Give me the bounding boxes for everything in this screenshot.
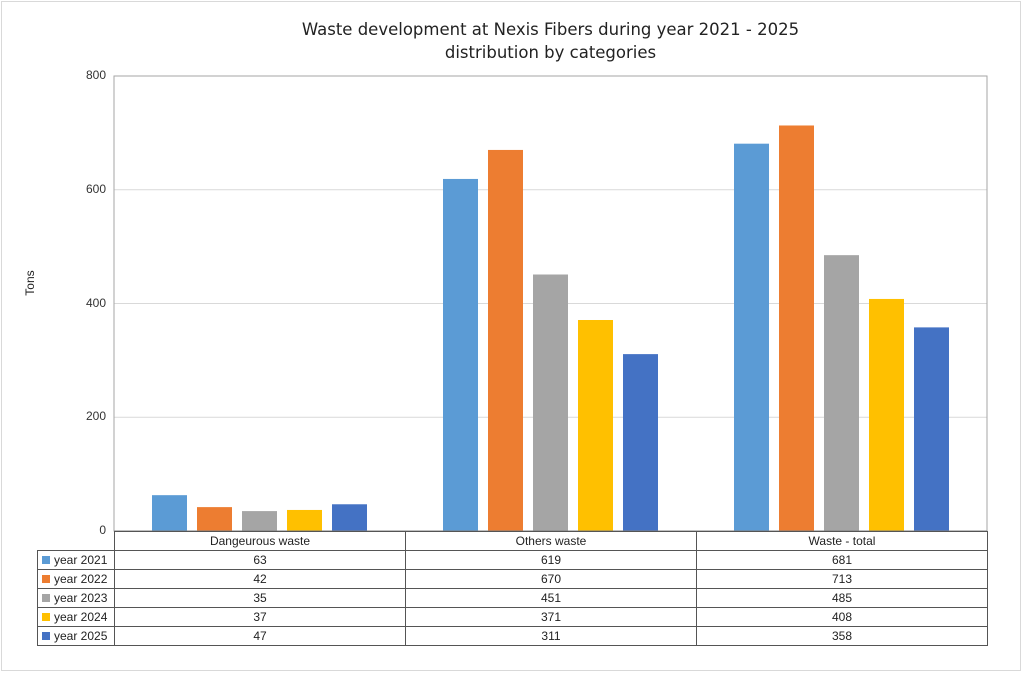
data-label: 63 — [114, 550, 406, 570]
chart-subtitle: distribution by categories — [444, 43, 657, 62]
bar-year-2024-2 — [869, 298, 904, 531]
data-label: 47 — [114, 626, 406, 646]
bar-year-2021-0 — [152, 495, 187, 531]
data-label: 371 — [405, 607, 697, 627]
bar-year-2023-0 — [242, 511, 277, 531]
bar-year-2024-0 — [287, 509, 322, 531]
legend-label: year 2023 — [54, 590, 108, 605]
data-label: 42 — [114, 569, 406, 589]
legend-label: year 2025 — [54, 628, 108, 643]
category-label: Others waste — [405, 531, 697, 551]
bar-year-2021-1 — [443, 178, 478, 531]
chart-title: Waste development at Nexis Fibers during… — [114, 18, 987, 64]
legend-entry: year 2023 — [37, 588, 115, 608]
data-table-corner — [38, 532, 115, 551]
bar-year-2022-2 — [779, 125, 814, 531]
y-tick-label: 800 — [85, 68, 106, 82]
legend-swatch — [42, 612, 50, 621]
legend-entry: year 2025 — [37, 626, 115, 646]
data-label: 37 — [114, 607, 406, 627]
legend-entry: year 2024 — [37, 607, 115, 627]
category-label: Waste - total — [696, 531, 988, 551]
data-table-header-row: Dangeurous waste Others waste Waste - tota… — [38, 531, 988, 551]
legend-swatch — [42, 631, 50, 640]
data-label: 35 — [114, 588, 406, 608]
data-label: 681 — [696, 550, 988, 570]
y-tick-label: 0 — [99, 523, 106, 537]
data-table-row: year 2022 42 670 713 — [37, 569, 988, 589]
chart-title-line1: Waste development at Nexis Fibers during… — [301, 20, 800, 39]
data-label: 485 — [696, 588, 988, 608]
y-tick-label: 600 — [85, 181, 106, 196]
data-table-row: year 2023 35 451 485 — [37, 588, 988, 608]
legend-label: year 2024 — [54, 609, 108, 624]
legend-label: year 2021 — [54, 552, 108, 567]
bar-year-2022-0 — [197, 507, 232, 531]
legend-swatch — [42, 593, 50, 602]
data-label: 311 — [405, 626, 697, 646]
legend-swatch — [42, 574, 50, 583]
bar-year-2025-1 — [623, 354, 658, 531]
bar-year-2023-2 — [824, 255, 859, 531]
data-label: 713 — [696, 569, 988, 589]
bar-year-2021-2 — [734, 143, 769, 531]
bar-year-2025-2 — [914, 327, 949, 531]
bar-year-2024-1 — [578, 319, 613, 531]
data-table-row: year 2025 47 311 358 — [37, 626, 988, 646]
legend-entry: year 2021 — [37, 550, 115, 570]
data-table: Dangeurous waste Others waste Waste - tota… — [37, 531, 988, 646]
data-label: 408 — [696, 607, 988, 627]
bar-year-2025-0 — [332, 504, 367, 531]
data-label: 451 — [405, 588, 697, 608]
data-label: 619 — [405, 550, 697, 570]
legend-entry: year 2022 — [37, 569, 115, 589]
bar-year-2023-1 — [533, 274, 568, 531]
bar-year-2022-1 — [488, 149, 523, 531]
data-table-row: year 2021 63 619 681 — [37, 550, 988, 570]
category-label: Dangeurous waste — [114, 531, 406, 551]
data-table-row: year 2024 37 371 408 — [37, 607, 988, 627]
data-label: 670 — [405, 569, 697, 589]
data-label: 358 — [696, 626, 988, 646]
y-tick-label: 200 — [85, 409, 106, 424]
y-tick-label: 400 — [85, 295, 106, 310]
legend-label: year 2022 — [54, 571, 108, 586]
legend-swatch — [42, 555, 50, 564]
